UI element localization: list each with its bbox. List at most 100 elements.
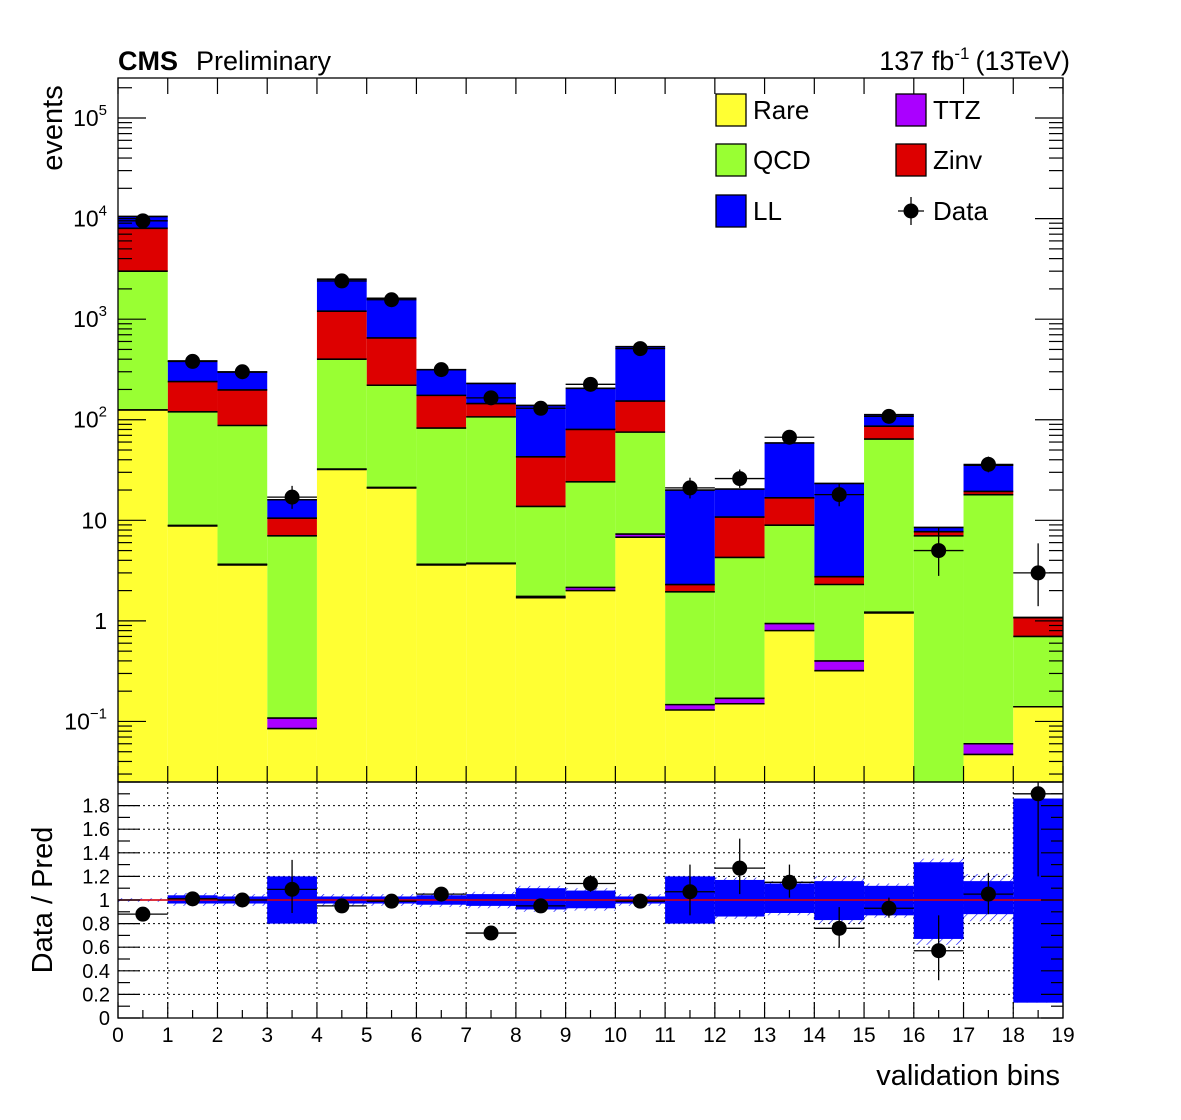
ratio-point-bin-5 xyxy=(384,893,400,909)
x-tick-label: 11 xyxy=(654,1024,676,1047)
bar-rare-bin-6 xyxy=(416,564,467,782)
stacked-histogram xyxy=(118,215,1063,782)
outline-ttz xyxy=(118,409,1063,745)
bar-zinv-bin-7 xyxy=(466,403,516,417)
bar-qcd-bin-11 xyxy=(665,591,715,705)
x-tick-label: 9 xyxy=(560,1024,572,1047)
ratio-point-bin-8 xyxy=(533,898,549,914)
data-point-bin-18 xyxy=(1030,565,1046,581)
legend-label-rare: Rare xyxy=(753,95,809,125)
legend-label-data: Data xyxy=(933,196,988,226)
bar-ttz-bin-14 xyxy=(814,660,865,671)
luminosity-label: 137 fb-1 (13TeV) xyxy=(879,44,1070,76)
bar-rare-bin-11 xyxy=(665,709,715,782)
bar-zinv-bin-9 xyxy=(565,429,616,482)
bar-zinv-bin-8 xyxy=(515,456,566,507)
bar-ttz-bin-11 xyxy=(665,704,715,710)
ratio-y-tick-label: 0.2 xyxy=(82,984,110,1006)
bar-rare-bin-2 xyxy=(217,564,268,782)
bar-qcd-bin-14 xyxy=(814,584,865,661)
bar-ttz-bin-3 xyxy=(267,718,317,729)
x-tick-label: 13 xyxy=(753,1024,776,1047)
legend-label-ll: LL xyxy=(753,196,782,226)
bar-qcd-bin-1 xyxy=(167,411,218,526)
upper-axes: 10−1 1 10 102 103 104 105 xyxy=(64,78,1064,782)
bar-rare-bin-17 xyxy=(963,754,1014,782)
x-tick-label: 7 xyxy=(460,1024,472,1047)
bar-zinv-bin-12 xyxy=(714,517,765,558)
data-point-bin-4 xyxy=(334,273,350,289)
ratio-y-tick-label: 1.6 xyxy=(82,819,110,841)
x-tick-label: 14 xyxy=(803,1024,827,1047)
y-tick-label: 102 xyxy=(73,404,107,433)
bar-qcd-bin-7 xyxy=(466,416,516,564)
x-tick-label: 0 xyxy=(112,1024,124,1047)
legend-label-ttz: TTZ xyxy=(933,95,981,125)
ratio-point-bin-18 xyxy=(1030,786,1046,802)
bar-qcd-bin-10 xyxy=(615,432,666,535)
y-tick-label: 10 xyxy=(81,507,107,533)
data-point-bin-7 xyxy=(483,390,499,406)
bar-qcd-bin-13 xyxy=(764,525,815,624)
bar-zinv-bin-14 xyxy=(814,576,865,585)
bar-zinv-bin-11 xyxy=(665,584,715,592)
bar-qcd-bin-0 xyxy=(118,271,168,410)
bar-zinv-bin-5 xyxy=(366,337,417,386)
x-tick-label: 8 xyxy=(510,1024,522,1047)
bar-qcd-bin-18 xyxy=(1013,636,1063,707)
legend-entry-data: Data xyxy=(898,196,988,226)
ratio-point-bin-10 xyxy=(632,893,648,909)
data-point-bin-3 xyxy=(284,489,300,505)
ratio-point-bin-9 xyxy=(583,875,598,891)
bar-qcd-bin-15 xyxy=(864,439,914,613)
bar-rare-bin-18 xyxy=(1013,706,1063,782)
ratio-y-tick-label: 0 xyxy=(99,1008,110,1030)
y-tick-label: 1 xyxy=(94,608,107,634)
upper-panel: 10−1 1 10 102 103 104 105 events Rare TTZ QCD Zin… xyxy=(37,77,1064,783)
bar-ttz-bin-9 xyxy=(565,587,616,591)
bar-zinv-bin-1 xyxy=(167,381,218,412)
data-point-bin-5 xyxy=(384,292,400,308)
x-tick-label: 2 xyxy=(212,1024,224,1047)
legend: Rare TTZ QCD Zinv LL Data xyxy=(715,93,988,228)
legend-entry-ttz: TTZ xyxy=(895,93,981,127)
bar-ll-bin-3 xyxy=(267,499,317,519)
data-point-bin-15 xyxy=(881,408,897,424)
bar-qcd-bin-17 xyxy=(963,494,1014,744)
legend-swatch-qcd xyxy=(715,143,747,177)
bar-rare-bin-14 xyxy=(814,670,865,782)
bar-ll-bin-9 xyxy=(565,388,616,430)
bar-rare-bin-13 xyxy=(764,630,815,782)
x-tick-label: 12 xyxy=(703,1024,726,1047)
ratio-point-bin-13 xyxy=(781,874,797,890)
data-points xyxy=(118,213,1063,607)
ratio-point-bin-2 xyxy=(234,892,250,908)
bar-rare-bin-5 xyxy=(366,487,417,782)
data-point-bin-14 xyxy=(831,487,847,503)
preliminary-label: Preliminary xyxy=(196,46,332,76)
x-tick-label: 10 xyxy=(604,1024,627,1047)
bar-rare-bin-10 xyxy=(615,537,666,782)
data-point-bin-1 xyxy=(185,353,201,369)
ratio-point-bin-11 xyxy=(682,884,698,900)
cms-label: CMS xyxy=(118,46,178,76)
legend-data-marker xyxy=(903,203,919,219)
ratio-point-bin-17 xyxy=(980,886,996,902)
x-tick-label: 5 xyxy=(361,1024,373,1047)
data-point-bin-2 xyxy=(234,364,250,380)
bar-ll-bin-1 xyxy=(167,360,218,382)
y-tick-label: 10−1 xyxy=(64,705,107,734)
data-point-bin-10 xyxy=(632,341,648,357)
bar-ll-bin-13 xyxy=(764,442,815,498)
x-tick-label: 1 xyxy=(162,1024,174,1047)
ratio-points xyxy=(118,782,1063,981)
ratio-point-bin-16 xyxy=(931,943,947,959)
legend-label-qcd: QCD xyxy=(753,145,811,175)
ratio-y-tick-label: 0.4 xyxy=(82,961,110,983)
data-point-bin-8 xyxy=(533,400,549,416)
bar-qcd-bin-12 xyxy=(714,557,765,699)
bar-rare-bin-9 xyxy=(565,590,616,782)
x-tick-label: 19 xyxy=(1051,1024,1074,1047)
bar-qcd-bin-16 xyxy=(913,535,964,782)
